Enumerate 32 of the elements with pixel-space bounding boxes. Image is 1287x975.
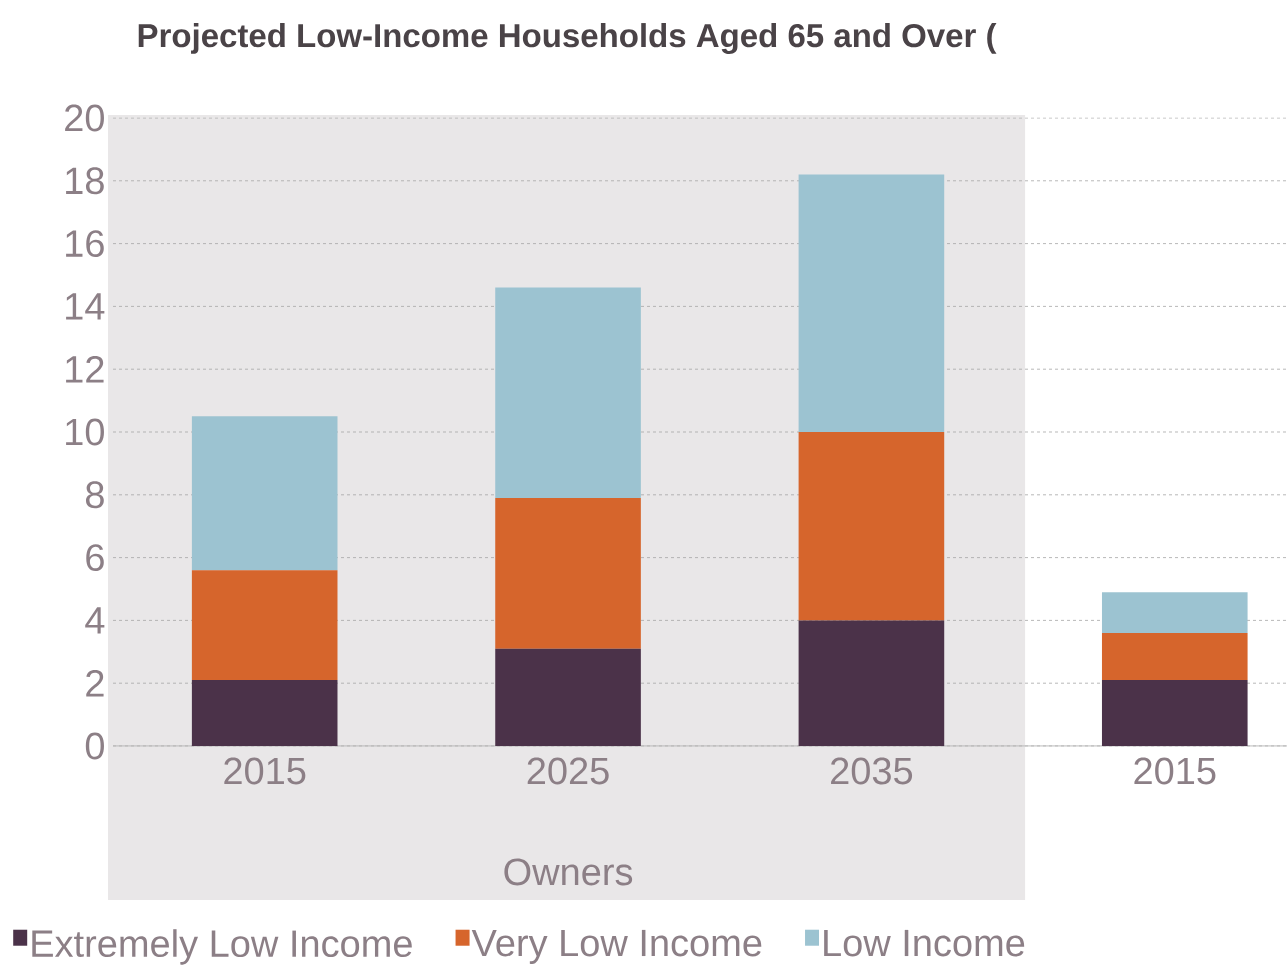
bar <box>798 174 945 432</box>
chart-title: Projected Low-Income Households Aged 65 and Over ( <box>138 23 997 54</box>
bar <box>191 570 338 681</box>
bar <box>798 620 945 746</box>
x-tick-label: 2015 <box>224 757 306 785</box>
legend-label: Very Low Income <box>471 929 762 964</box>
bar <box>191 680 338 746</box>
bar <box>1101 632 1248 681</box>
y-tick-label: 18 <box>66 167 104 195</box>
legend-label: Low Income <box>824 929 1025 957</box>
y-tick-label: 16 <box>66 230 104 258</box>
x-tick-label: 2035 <box>831 757 913 785</box>
x-tick-label: 2025 <box>527 757 609 785</box>
y-tick-label: 0 <box>85 732 104 760</box>
y-tick-label: 14 <box>66 293 105 320</box>
bar <box>191 416 338 571</box>
legend-label: Extremely Low Income <box>32 929 412 965</box>
y-tick-label: 6 <box>86 544 104 572</box>
bar <box>798 432 945 621</box>
y-tick-label: 20 <box>65 104 104 132</box>
bar <box>495 648 641 746</box>
band-label: Owners <box>504 858 633 886</box>
bar <box>1101 680 1248 746</box>
y-tick-label: 12 <box>66 355 104 383</box>
y-tick-label: 8 <box>85 481 104 509</box>
y-tick-label: 4 <box>85 607 105 634</box>
bar <box>1101 592 1248 633</box>
x-tick-label: 2015 <box>1134 757 1216 785</box>
bar <box>495 287 641 498</box>
y-tick-label: 10 <box>66 418 104 446</box>
bar <box>495 497 641 649</box>
y-tick-label: 2 <box>86 669 104 697</box>
